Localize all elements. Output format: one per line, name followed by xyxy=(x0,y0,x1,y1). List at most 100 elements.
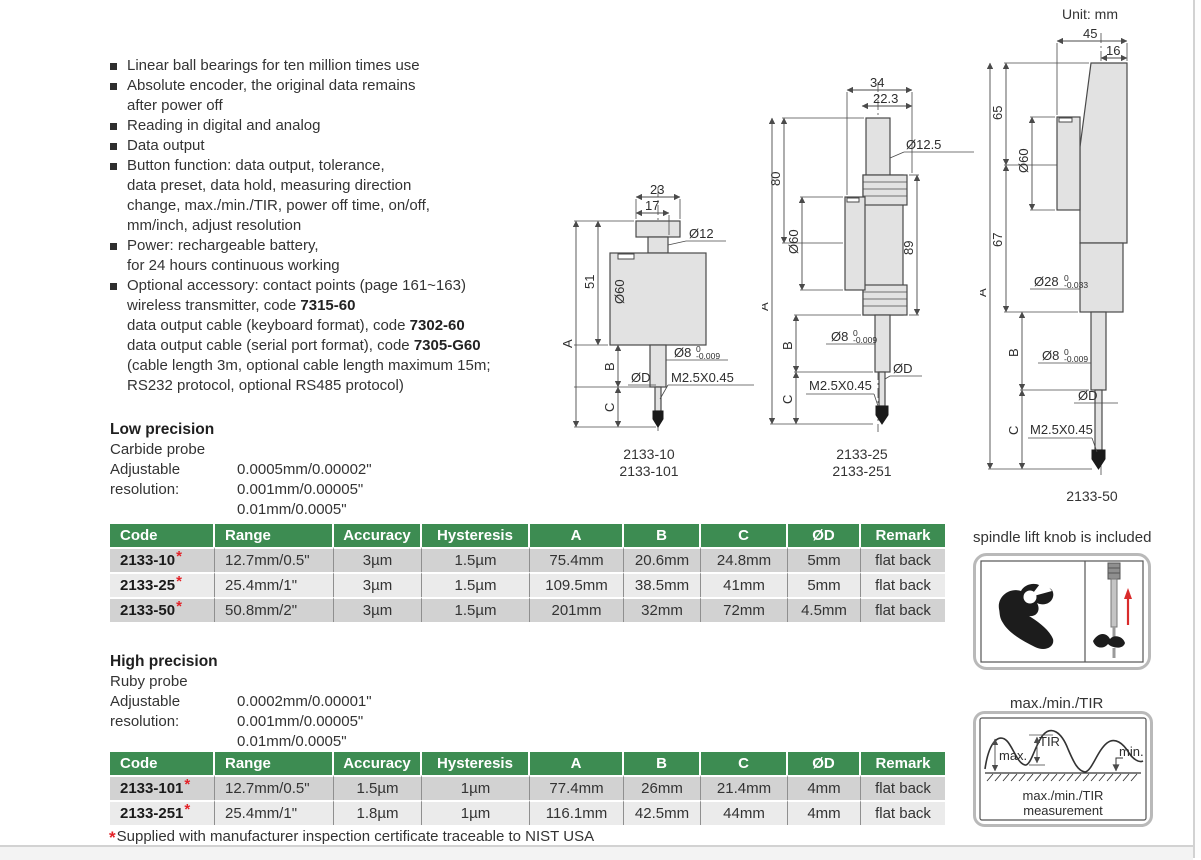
knob-on-spindle-shape xyxy=(1093,634,1125,648)
high-precision-section: High precision Ruby probe Adjustable res… xyxy=(110,652,372,752)
high-probe: Ruby probe xyxy=(110,673,188,690)
svg-text:34: 34 xyxy=(870,76,884,90)
svg-text:ØD: ØD xyxy=(1078,388,1098,403)
column-header: Hysteresis xyxy=(422,524,530,547)
bullet-square-icon xyxy=(110,243,117,250)
high-resolution-label: Adjustable resolution: xyxy=(110,693,181,730)
column-header: Remark xyxy=(861,524,945,547)
column-header: C xyxy=(701,524,788,547)
svg-text:0: 0 xyxy=(853,328,858,338)
svg-text:45: 45 xyxy=(1083,26,1097,41)
feature-item: Power: rechargeable battery, for 24 hours… xyxy=(110,236,560,276)
svg-text:A: A xyxy=(762,302,771,311)
column-header: A xyxy=(530,524,624,547)
column-header: ØD xyxy=(788,752,861,775)
svg-text:0: 0 xyxy=(1064,273,1069,283)
page-bottom-edge xyxy=(0,845,1193,860)
feature-item: Linear ball bearings for ten million tim… xyxy=(110,56,560,76)
column-header: Hysteresis xyxy=(422,752,530,775)
svg-text:Ø60: Ø60 xyxy=(786,229,801,254)
svg-text:C: C xyxy=(602,403,617,412)
table-row: 2133-25* 25.4mm/1" 3µm 1.5µm 109.5mm 38.5mm 41… xyxy=(110,572,945,597)
svg-text:Ø60: Ø60 xyxy=(612,279,627,304)
svg-text:Ø28: Ø28 xyxy=(1034,274,1059,289)
certificate-star: * xyxy=(109,828,116,847)
certificate-star: * xyxy=(176,548,182,565)
svg-text:22.3: 22.3 xyxy=(873,91,898,106)
bullet-square-icon xyxy=(110,63,117,70)
certificate-star: * xyxy=(184,801,191,818)
bullet-square-icon xyxy=(110,143,117,150)
hatching xyxy=(986,773,1138,782)
svg-text:Ø8: Ø8 xyxy=(674,345,691,360)
spindle-lift-knob-photo xyxy=(973,553,1151,670)
column-header: Range xyxy=(215,752,334,775)
feature-item: Data output xyxy=(110,136,560,156)
column-header: Code xyxy=(110,524,215,547)
table-row: 2133-50* 50.8mm/2" 3µm 1.5µm 201mm 32mm 72mm 4.… xyxy=(110,597,945,622)
low-precision-section: Low precision Carbide probe Adjustable r… xyxy=(110,420,372,520)
drawing-code-label: 2133-25 2133-251 xyxy=(832,446,892,479)
svg-text:B: B xyxy=(602,362,617,371)
svg-text:23: 23 xyxy=(650,183,664,197)
svg-text:-0.009: -0.009 xyxy=(1064,354,1088,364)
feature-item: Absolute encoder, the original data rema… xyxy=(110,76,560,116)
svg-text:C: C xyxy=(780,395,795,404)
certificate-star: * xyxy=(184,776,191,793)
column-header: C xyxy=(701,752,788,775)
svg-text:TIR: TIR xyxy=(1039,734,1060,749)
tir-panel-title: max./min./TIR xyxy=(1010,695,1104,712)
svg-text:51: 51 xyxy=(582,275,597,289)
svg-text:-0.009: -0.009 xyxy=(853,335,877,345)
low-probe: Carbide probe xyxy=(110,441,206,458)
spindle-shaft xyxy=(1110,578,1118,628)
svg-text:measurement: measurement xyxy=(1023,803,1103,818)
svg-text:ØD: ØD xyxy=(893,361,913,376)
svg-text:-0.033: -0.033 xyxy=(1064,280,1088,290)
svg-text:80: 80 xyxy=(768,172,783,186)
svg-text:B: B xyxy=(1006,348,1021,357)
table-row: 2133-251* 25.4mm/1" 1.8µm 1µm 116.1mm 42.5mm 4… xyxy=(110,800,945,825)
column-header: Range xyxy=(215,524,334,547)
bullet-square-icon xyxy=(110,283,117,290)
bullet-square-icon xyxy=(110,123,117,130)
high-resolutions: 0.0002mm/0.00001" 0.001mm/0.00005" 0.01mm/… xyxy=(237,693,372,750)
code-cell: 2133-101* xyxy=(110,775,215,800)
column-header: A xyxy=(530,752,624,775)
column-header: B xyxy=(624,524,701,547)
bullet-square-icon xyxy=(110,163,117,170)
page-right-edge xyxy=(1193,0,1201,858)
svg-text:Ø12.5: Ø12.5 xyxy=(906,137,941,152)
svg-text:max./min./TIR: max./min./TIR xyxy=(1023,788,1104,803)
svg-text:M2.5X0.45: M2.5X0.45 xyxy=(671,370,734,385)
drawing-2133-10-diagram: 23 17 Ø12 51 A B C Ø60 Ø8 0 -0.009 ØD M2… xyxy=(560,183,754,433)
svg-text:min.: min. xyxy=(1119,744,1144,759)
code-cell: 2133-251* xyxy=(110,800,215,825)
code-cell: 2133-50* xyxy=(110,597,215,622)
svg-text:0: 0 xyxy=(1064,347,1069,357)
column-header: Code xyxy=(110,752,215,775)
svg-text:89: 89 xyxy=(901,241,916,255)
bullet-square-icon xyxy=(110,83,117,90)
svg-text:max.: max. xyxy=(999,748,1027,763)
drawing-2133-50-diagram: 45 16 65 67 Ø60 A B C Ø28 0 -0.033 Ø8 0 … xyxy=(980,26,1128,475)
svg-text:67: 67 xyxy=(990,233,1005,247)
svg-text:C: C xyxy=(1006,426,1021,435)
low-resolutions: 0.0005mm/0.00002" 0.001mm/0.00005" 0.01mm/… xyxy=(237,461,372,518)
low-resolution-label: Adjustable resolution: xyxy=(110,461,181,498)
lift-knob-shape xyxy=(998,583,1054,650)
certificate-star: * xyxy=(176,573,182,590)
high-precision-title: High precision xyxy=(110,653,218,670)
svg-text:M2.5X0.45: M2.5X0.45 xyxy=(809,378,872,393)
svg-text:Ø60: Ø60 xyxy=(1016,148,1031,173)
svg-text:17: 17 xyxy=(645,198,659,213)
column-header: B xyxy=(624,752,701,775)
column-header: ØD xyxy=(788,524,861,547)
svg-text:Ø12: Ø12 xyxy=(689,226,714,241)
svg-text:M2.5X0.45: M2.5X0.45 xyxy=(1030,422,1093,437)
svg-text:65: 65 xyxy=(990,106,1005,120)
svg-text:Ø8: Ø8 xyxy=(831,329,848,344)
column-header: Accuracy xyxy=(334,524,422,547)
features-list: Linear ball bearings for ten million tim… xyxy=(110,56,560,396)
